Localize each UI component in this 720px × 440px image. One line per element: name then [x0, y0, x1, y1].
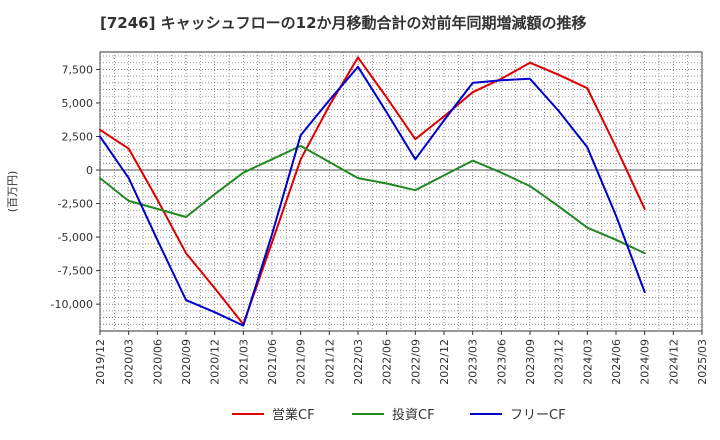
x-tick-label: 2023/06 [495, 339, 508, 385]
x-tick-label: 2022/09 [409, 339, 422, 385]
x-tick-label: 2024/09 [639, 339, 652, 385]
x-tick-label: 2019/12 [94, 339, 107, 385]
y-tick-label: -10,000 [51, 298, 93, 311]
legend-label: 営業CF [272, 407, 315, 423]
legend: 営業CF 投資CF フリーCF [232, 407, 566, 423]
y-tick-label: -5,000 [58, 231, 93, 244]
x-tick-label: 2024/06 [610, 339, 623, 385]
series-line-営業CF [99, 56, 646, 326]
series-line-フリーCF [99, 65, 646, 327]
x-tick-label: 2021/09 [295, 339, 308, 385]
x-tick-label: 2022/03 [352, 339, 365, 385]
x-tick-label: 2020/03 [123, 339, 136, 385]
x-tick-label: 2020/09 [180, 339, 193, 385]
y-tick-label: 0 [86, 164, 93, 177]
x-tick-label: 2022/12 [438, 339, 451, 385]
x-tick-label: 2024/03 [581, 339, 594, 385]
x-tick-label: 2021/06 [266, 339, 279, 385]
legend-label: フリーCF [510, 408, 566, 423]
x-tick-label: 2021/12 [323, 339, 336, 385]
x-tick-label: 2023/09 [524, 339, 537, 385]
x-tick-label: 2023/03 [467, 339, 480, 385]
series-layer [99, 56, 646, 327]
legend-label: 投資CF [392, 407, 435, 423]
plot-frame [99, 51, 703, 332]
x-tick-label: 2022/06 [381, 339, 394, 385]
x-tick-label: 2021/03 [237, 339, 250, 385]
axis-layer: 7,500 5,000 2,500 0 -2,500 -5,000 -7,500 -10,00… [6, 63, 709, 384]
x-tick-label: 2024/12 [667, 339, 680, 385]
y-tick-label: 5,000 [62, 97, 94, 110]
x-tick-label: 2025/03 [696, 339, 709, 385]
y-tick-label: 7,500 [62, 63, 94, 76]
series-line-投資CF [99, 144, 646, 255]
x-tick-label: 2020/12 [209, 339, 222, 385]
x-tick-label: 2020/06 [151, 339, 164, 385]
chart-title: [7246] キャッシュフローの12か月移動合計の対前年同期増減額の推移 [100, 14, 587, 32]
y-tick-label: -2,500 [58, 198, 93, 211]
y-axis-label: (百万円) [6, 171, 19, 213]
x-tick-label: 2023/12 [553, 339, 566, 385]
y-tick-label: 2,500 [62, 131, 94, 144]
y-tick-label: -7,500 [58, 265, 93, 278]
grid-layer [99, 51, 703, 332]
